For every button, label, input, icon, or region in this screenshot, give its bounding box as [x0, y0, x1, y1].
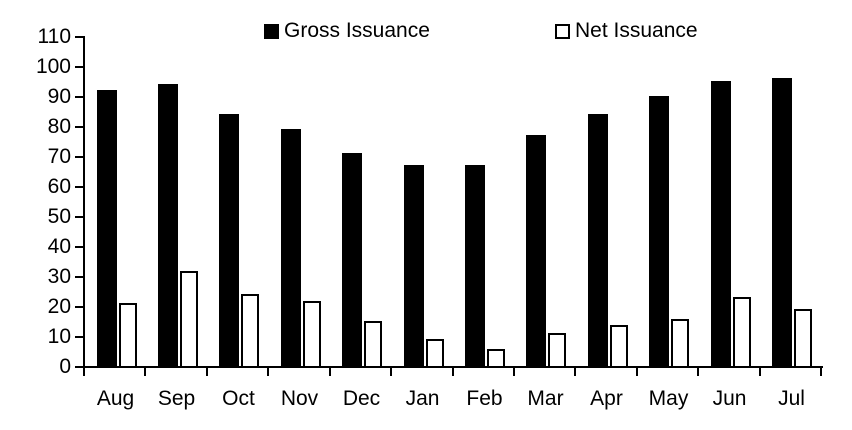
legend-label-net-issuance: Net Issuance	[575, 19, 698, 42]
y-axis-tick-label: 0	[59, 355, 71, 378]
net-issuance-bar	[733, 297, 751, 366]
gross-issuance-bar	[281, 129, 301, 366]
x-tick	[329, 368, 331, 376]
net-issuance-bar	[426, 339, 444, 366]
y-axis-tick-label: 90	[47, 85, 71, 108]
x-axis-tick-label: Jun	[712, 387, 747, 410]
x-axis-tick-label: Jan	[405, 387, 440, 410]
x-tick	[820, 368, 822, 376]
x-axis-tick-label: Aug	[96, 387, 135, 410]
net-issuance-bar	[180, 271, 198, 366]
x-axis-tick-label: Feb	[466, 387, 503, 410]
gross-issuance-bar	[342, 153, 362, 366]
net-issuance-bar	[610, 325, 628, 366]
x-tick	[144, 368, 146, 376]
x-axis-tick-label: Oct	[222, 387, 255, 410]
y-axis-line	[83, 36, 85, 368]
gross-issuance-bar	[711, 81, 731, 366]
net-issuance-bar	[487, 349, 505, 366]
y-axis-tick-label: 30	[47, 265, 71, 288]
gross-issuance-bar	[649, 96, 669, 366]
y-tick	[75, 276, 83, 278]
x-axis-tick-label: Nov	[280, 387, 319, 410]
x-tick	[390, 368, 392, 376]
legend-label-gross-issuance: Gross Issuance	[284, 19, 430, 42]
legend-item-net-issuance: Net Issuance	[555, 19, 698, 43]
y-tick	[75, 306, 83, 308]
y-axis-tick-label: 60	[47, 175, 71, 198]
y-axis-tick-label: 20	[47, 295, 71, 318]
net-issuance-bar	[303, 301, 321, 366]
y-tick	[75, 186, 83, 188]
y-axis-tick-label: 50	[47, 205, 71, 228]
y-tick	[75, 156, 83, 158]
x-tick	[636, 368, 638, 376]
gross-issuance-bar	[97, 90, 117, 366]
y-tick	[75, 336, 83, 338]
net-issuance-bar	[548, 333, 566, 366]
gross-issuance-bar	[465, 165, 485, 366]
x-tick	[574, 368, 576, 376]
net-issuance-bar	[364, 321, 382, 366]
y-tick	[75, 96, 83, 98]
y-tick	[75, 246, 83, 248]
y-axis-tick-label: 100	[35, 55, 71, 78]
y-tick	[75, 366, 83, 368]
x-axis-tick-label: May	[648, 387, 689, 410]
y-tick	[75, 66, 83, 68]
x-axis-tick-label: Mar	[527, 387, 564, 410]
gross-issuance-bar	[772, 78, 792, 366]
net-issuance-bar	[671, 319, 689, 366]
y-axis-tick-label: 110	[37, 25, 71, 48]
x-axis-line	[83, 366, 823, 368]
gross-issuance-bar	[526, 135, 546, 366]
y-tick	[75, 126, 83, 128]
y-axis-tick-label: 80	[47, 115, 71, 138]
gross-issuance-bar	[158, 84, 178, 366]
x-axis-tick-label: Apr	[590, 387, 623, 410]
y-tick	[75, 216, 83, 218]
x-tick	[206, 368, 208, 376]
gross-issuance-bar	[588, 114, 608, 366]
y-tick	[75, 36, 83, 38]
x-tick	[452, 368, 454, 376]
y-axis-tick-label: 40	[47, 235, 71, 258]
x-axis-tick-label: Sep	[157, 387, 196, 410]
y-axis-tick-label: 70	[47, 145, 71, 168]
x-axis-tick-label: Jul	[778, 387, 805, 410]
x-tick	[513, 368, 515, 376]
net-issuance-swatch-icon	[555, 23, 570, 39]
legend-item-gross-issuance: Gross Issuance	[264, 19, 430, 43]
x-axis-tick-label: Dec	[342, 387, 381, 410]
gross-issuance-bar	[219, 114, 239, 366]
net-issuance-bar	[241, 294, 259, 366]
net-issuance-bar	[794, 309, 812, 366]
x-tick	[697, 368, 699, 376]
x-tick	[267, 368, 269, 376]
net-issuance-bar	[119, 303, 137, 366]
x-tick	[759, 368, 761, 376]
x-tick	[83, 368, 85, 376]
y-axis-tick-label: 10	[47, 325, 71, 348]
gross-issuance-swatch-icon	[264, 23, 279, 39]
gross-issuance-bar	[404, 165, 424, 366]
